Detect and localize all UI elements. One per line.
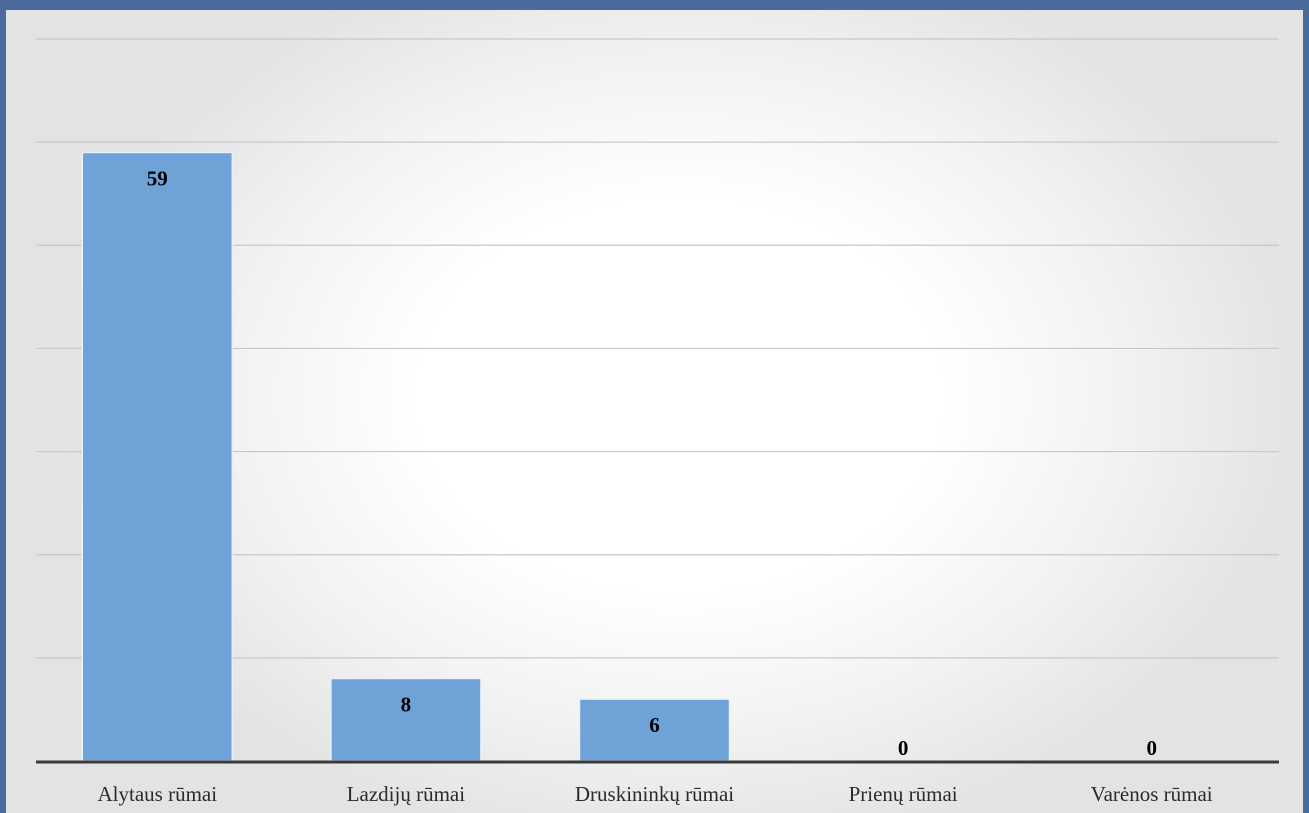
- bar: [330, 677, 482, 762]
- gridlines: [36, 38, 1279, 659]
- x-tick-labels: Alytaus rūmai Lazdijų rūmai Druskininkų rū…: [98, 782, 1213, 806]
- x-tick-label: Alytaus rūmai: [98, 782, 218, 806]
- data-label: 6: [649, 713, 660, 737]
- chart-area: 59 8 6 0 0 Alytaus rūmai Lazdijų rūmai Druskin…: [6, 10, 1303, 813]
- x-tick-label: Varėnos rūmai: [1091, 782, 1213, 806]
- bar-chart: 59 8 6 0 0 Alytaus rūmai Lazdijų rūmai Druskin…: [36, 38, 1279, 806]
- bars: [81, 151, 731, 762]
- x-tick-label: Druskininkų rūmai: [575, 782, 734, 806]
- data-label: 0: [1146, 736, 1157, 760]
- data-label: 59: [147, 166, 168, 190]
- x-tick-label: Prienų rūmai: [849, 782, 958, 806]
- bar: [81, 151, 234, 762]
- data-label: 8: [401, 692, 412, 716]
- x-tick-label: Lazdijų rūmai: [347, 782, 466, 806]
- data-label: 0: [898, 736, 909, 760]
- data-labels: 59 8 6 0 0: [147, 166, 1157, 760]
